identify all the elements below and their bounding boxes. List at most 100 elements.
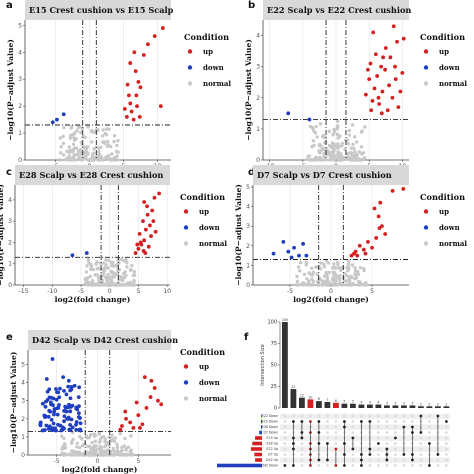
normal-point <box>97 150 101 154</box>
normal-point <box>63 446 68 450</box>
matrix-dot <box>377 453 380 456</box>
up-point <box>379 111 384 116</box>
down-point <box>47 387 52 392</box>
normal-point <box>92 147 96 151</box>
normal-point <box>129 267 133 272</box>
up-point <box>152 195 157 200</box>
x-axis-label: log2(fold change) <box>55 295 131 304</box>
up-point <box>149 378 154 383</box>
up-point <box>372 206 377 211</box>
down-point <box>292 245 296 250</box>
down-point <box>62 419 66 424</box>
intersection-bar-value: 3 <box>403 401 405 405</box>
legend-item-up: up <box>199 207 209 216</box>
normal-point <box>94 444 98 449</box>
legend-swatch-up <box>183 364 189 369</box>
normal-point <box>313 265 318 269</box>
upset-y-tick-label: 50 <box>271 363 277 369</box>
down-point <box>77 385 82 390</box>
y-tick-label: 2 <box>18 103 22 110</box>
normal-point <box>61 134 65 139</box>
down-point <box>271 251 276 256</box>
normal-point <box>304 263 308 267</box>
intersection-bar-value: 2 <box>445 402 447 406</box>
up-point <box>128 420 133 425</box>
normal-point <box>115 143 119 148</box>
matrix-dot <box>283 425 287 429</box>
matrix-dot <box>445 425 448 429</box>
normal-point <box>119 257 124 262</box>
normal-point <box>78 124 82 129</box>
upset-y-tick-label: 100 <box>267 320 277 326</box>
normal-point <box>94 155 98 159</box>
normal-point <box>322 262 326 266</box>
down-point <box>66 378 71 383</box>
up-point <box>393 64 397 69</box>
intersection-bar <box>350 403 356 408</box>
normal-point <box>110 152 114 156</box>
normal-point <box>362 268 366 273</box>
up-point <box>142 238 147 243</box>
matrix-dot <box>411 414 414 418</box>
matrix-dot-active <box>445 420 448 423</box>
normal-point <box>298 260 303 265</box>
up-point <box>376 214 381 219</box>
down-point <box>289 255 294 260</box>
upset-y-label: Intersection Size <box>260 344 266 386</box>
down-point <box>55 406 59 411</box>
intersection-bar-value: 100 <box>282 318 288 322</box>
down-point <box>74 422 78 427</box>
normal-point <box>319 261 323 265</box>
up-point <box>145 212 150 217</box>
normal-point <box>326 261 331 265</box>
up-point <box>133 251 138 255</box>
down-point <box>281 239 286 244</box>
matrix-row-band <box>280 413 450 419</box>
matrix-dot <box>402 420 406 423</box>
matrix-row-band <box>280 424 450 430</box>
matrix-dot <box>419 458 423 462</box>
down-point <box>68 422 73 427</box>
normal-point <box>112 139 116 144</box>
intersection-bar <box>384 405 390 408</box>
matrix-dot <box>283 436 287 440</box>
intersection-bar-value: 6 <box>335 399 337 403</box>
legend-d: Condition up down normal <box>420 192 467 248</box>
normal-point <box>330 277 335 282</box>
normal-point <box>122 275 127 280</box>
normal-point <box>307 271 312 275</box>
matrix-dot <box>445 464 448 467</box>
up-point <box>141 219 145 224</box>
matrix-dot <box>377 425 380 429</box>
y-tick-label: 1 <box>8 261 12 268</box>
x-tick-label: -5 <box>78 288 84 295</box>
y-axis-label: −log10(P−adjust Value) <box>234 184 243 286</box>
normal-point <box>340 283 344 287</box>
up-point <box>369 108 374 113</box>
matrix-dot <box>351 458 355 462</box>
y-tick-label: 2 <box>21 416 25 423</box>
normal-point <box>65 149 69 153</box>
normal-point <box>342 157 346 162</box>
normal-point <box>113 283 117 287</box>
down-point <box>62 388 66 393</box>
panel-label: e <box>6 332 13 343</box>
normal-point <box>101 140 105 144</box>
y-tick-label: 1 <box>246 262 250 269</box>
matrix-dot <box>385 414 389 418</box>
normal-point <box>105 453 110 457</box>
matrix-dot <box>368 414 372 418</box>
up-point <box>371 30 376 35</box>
normal-point <box>355 153 359 157</box>
up-point <box>374 236 379 240</box>
intersection-bar <box>418 406 424 408</box>
normal-point <box>59 145 63 149</box>
up-point <box>137 232 142 236</box>
normal-point <box>73 131 77 135</box>
matrix-dot <box>394 431 397 434</box>
upset-y-tick-label: 75 <box>271 341 277 347</box>
normal-point <box>61 141 66 146</box>
